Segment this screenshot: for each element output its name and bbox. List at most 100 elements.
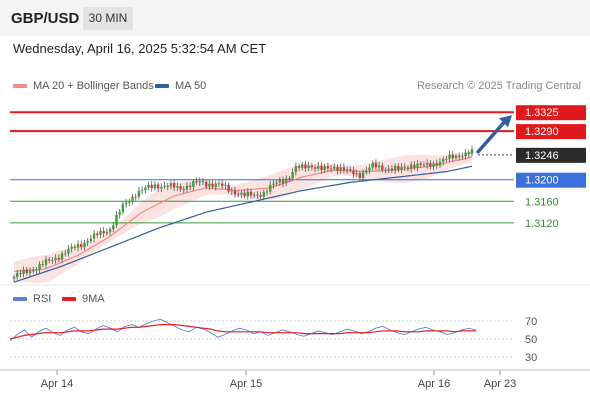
candle-body <box>19 273 22 275</box>
candle-body <box>352 170 355 175</box>
level-label-1.3160: 1.3160 <box>525 196 559 208</box>
rsi-tick-label-50: 50 <box>525 334 537 346</box>
candle-body <box>333 166 336 169</box>
candle-body <box>326 166 330 169</box>
timeframe-button[interactable]: 30 MIN <box>83 7 133 30</box>
candle-body <box>329 168 333 170</box>
candle-body <box>349 169 352 171</box>
candle-body <box>249 191 253 196</box>
candle-body <box>201 181 205 183</box>
candle-body <box>457 155 461 157</box>
candle-body <box>240 192 243 195</box>
candle-body <box>368 167 371 171</box>
candle-body <box>192 181 195 187</box>
candle-body <box>137 190 141 197</box>
candle-body <box>365 170 368 173</box>
candle-body <box>419 163 422 165</box>
candle-body <box>336 166 339 171</box>
candle-body <box>381 165 384 170</box>
candle-body <box>236 194 240 196</box>
candle-body <box>25 269 29 274</box>
candle-body <box>76 244 80 248</box>
candle-body <box>269 184 272 192</box>
legend-rsi: RSI <box>13 293 51 305</box>
candle-body <box>163 185 166 187</box>
candle-body <box>403 166 406 168</box>
candle-body <box>131 196 134 203</box>
candle-body <box>54 257 57 261</box>
research-credit: Research © 2025 Trading Central <box>416 80 581 92</box>
candle-body <box>198 181 201 183</box>
candle-body <box>118 211 121 215</box>
time-tick-label-2: Apr 16 <box>418 378 450 390</box>
candle-body <box>243 192 246 197</box>
candle-body <box>253 194 256 196</box>
candle-body <box>307 165 310 169</box>
candle-body <box>86 241 89 243</box>
candle-body <box>102 230 105 234</box>
candle-body <box>387 168 390 170</box>
candle-body <box>281 180 285 184</box>
chart-header: GBP/USD 30 MIN <box>0 0 590 36</box>
candle-body <box>22 269 25 274</box>
level-label-1.3290: 1.3290 <box>525 126 559 138</box>
candle-body <box>310 165 314 168</box>
candle-body <box>406 167 410 169</box>
candle-body <box>188 185 192 187</box>
candle-body <box>92 233 96 239</box>
candle-body <box>227 184 230 192</box>
candle-body <box>60 253 64 260</box>
candle-body <box>262 192 266 197</box>
candle-body <box>413 164 416 168</box>
candle-body <box>272 183 275 185</box>
level-label-1.3120: 1.3120 <box>525 218 559 230</box>
candle-body <box>275 182 278 184</box>
ma50-line <box>13 165 473 283</box>
target-arrow-head <box>499 115 512 128</box>
candle-body <box>438 161 442 166</box>
legend-ma20: MA 20 + Bollinger Bands <box>13 80 154 92</box>
candle-body <box>317 165 320 169</box>
time-tick-label-0: Apr 14 <box>41 378 73 390</box>
candle-body <box>185 185 189 190</box>
level-badge-1.3200 <box>516 172 586 188</box>
last-price-badge <box>516 147 586 163</box>
candle-body <box>320 165 323 170</box>
level-badge-1.3325 <box>516 105 586 121</box>
candle-body <box>288 178 291 180</box>
rsi-series-rsi <box>9 318 477 342</box>
candles-group <box>12 145 474 283</box>
candle-body <box>115 214 118 226</box>
candle-body <box>265 191 269 193</box>
candle-body <box>355 173 358 175</box>
candle-body <box>28 270 32 274</box>
level-label-1.3200: 1.3200 <box>525 175 559 187</box>
candle-body <box>176 186 179 188</box>
candle-body <box>179 186 182 190</box>
candle-body <box>99 230 102 236</box>
candle-body <box>38 264 41 270</box>
candle-body <box>230 190 233 192</box>
candle-body <box>294 166 298 173</box>
ma9-swatch <box>62 297 76 302</box>
candle-body <box>233 190 237 195</box>
candle-body <box>429 163 432 167</box>
candle-body <box>313 167 317 169</box>
candle-body <box>150 184 153 188</box>
ma20-swatch <box>13 84 27 89</box>
candle-body <box>454 155 458 159</box>
candle-body <box>172 183 176 188</box>
candle-body <box>32 270 35 272</box>
candle-body <box>425 163 429 165</box>
candle-body <box>384 169 387 171</box>
candle-body <box>217 183 221 185</box>
candle-body <box>342 167 346 171</box>
candle-body <box>211 183 214 187</box>
candle-body <box>124 202 128 205</box>
candle-body <box>166 185 169 187</box>
rsi-label: RSI <box>33 293 52 305</box>
time-tick-label-3: Apr 23 <box>484 378 516 390</box>
level-label-1.3325: 1.3325 <box>525 107 559 119</box>
candle-body <box>67 248 70 254</box>
